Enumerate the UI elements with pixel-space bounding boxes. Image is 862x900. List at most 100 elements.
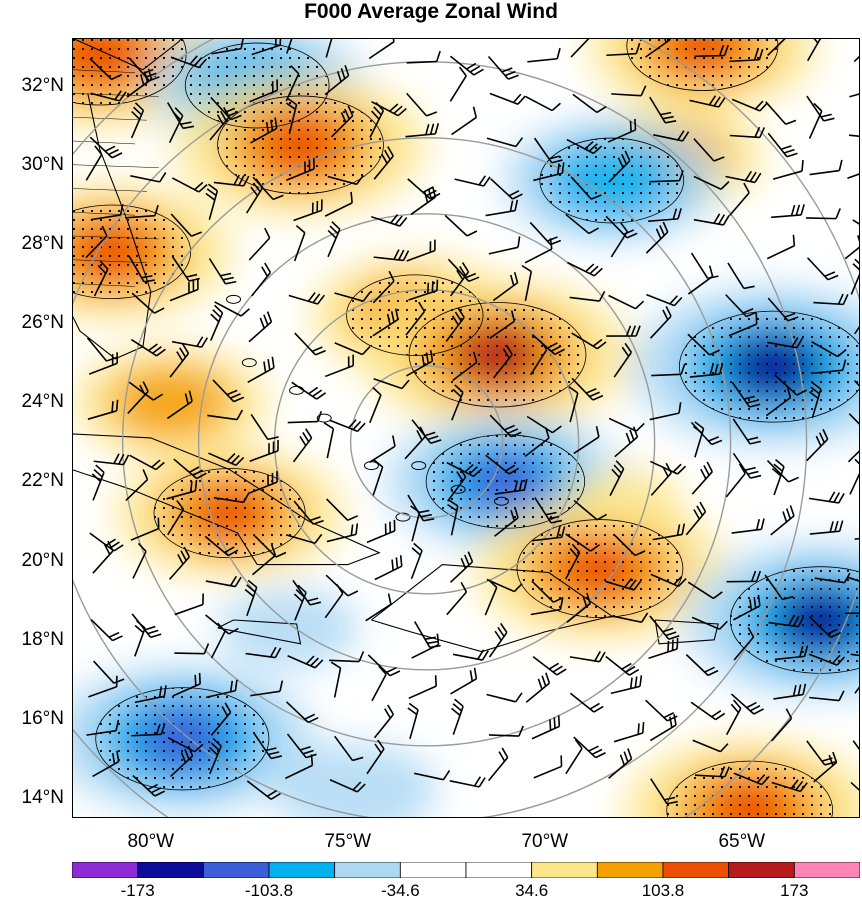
wind-barb	[291, 381, 327, 400]
wind-barb	[204, 535, 239, 557]
wind-barb	[168, 546, 191, 580]
wind-barb	[533, 162, 565, 182]
wind-barb	[330, 661, 342, 698]
wind-barb	[250, 413, 279, 441]
wind-barb	[731, 98, 769, 112]
wind-barb	[93, 260, 109, 297]
wind-barb	[174, 643, 210, 655]
coast-jamaica	[217, 619, 302, 645]
wind-barb	[854, 685, 860, 694]
stipple-region-8	[678, 310, 860, 423]
wind-barb	[652, 523, 686, 541]
wind-barb	[814, 572, 851, 584]
wind-barb	[850, 653, 860, 657]
wind-barb	[770, 505, 795, 536]
wind-barb	[773, 683, 807, 700]
wind-barb	[608, 417, 645, 432]
coast-island-1	[241, 358, 257, 368]
wind-barb	[251, 38, 282, 56]
wind-barb	[287, 654, 324, 669]
wind-barb	[606, 325, 641, 337]
wind-barb	[524, 427, 550, 458]
wind-barb	[530, 598, 564, 616]
wind-barb	[694, 766, 731, 778]
wind-barb	[371, 665, 387, 702]
wind-barb	[168, 107, 184, 144]
wind-barb	[531, 715, 561, 740]
colorbar-bin-8	[596, 861, 664, 879]
wind-barb	[727, 262, 755, 290]
wind-barb	[326, 523, 359, 543]
colorbar-bin-0	[71, 861, 139, 879]
wind-barb	[132, 542, 147, 579]
wind-barb	[812, 359, 847, 375]
lat-label-14: 14°N	[21, 787, 64, 809]
wind-barb	[531, 526, 566, 542]
wind-barb	[490, 178, 523, 200]
wind-barb	[248, 471, 278, 494]
wind-barb	[764, 574, 794, 601]
wind-barb	[531, 580, 564, 603]
stipple-region-13	[729, 566, 860, 674]
wind-barb	[489, 92, 526, 105]
wind-barb	[167, 500, 185, 536]
wind-barb	[645, 221, 669, 254]
wind-barb	[452, 351, 478, 382]
wind-barb	[487, 55, 519, 80]
wind-barb	[410, 186, 437, 216]
wind-barb	[568, 385, 579, 423]
wind-barb	[334, 291, 371, 302]
wind-barb	[92, 750, 120, 778]
wind-barb	[488, 725, 524, 737]
coast-island-8	[395, 512, 411, 522]
wind-barb	[452, 649, 489, 661]
wind-barb	[324, 64, 350, 96]
wind-barb	[125, 469, 149, 502]
wind-barb	[245, 178, 264, 214]
wind-barb	[329, 419, 366, 433]
wind-barb	[725, 463, 746, 498]
wind-barb	[372, 459, 384, 496]
wind-barb	[447, 499, 459, 536]
wind-barb	[607, 118, 637, 143]
wind-barb	[806, 208, 841, 220]
wind-barb	[249, 439, 279, 462]
wind-barb	[131, 723, 166, 737]
lat-label-28: 28°N	[21, 232, 64, 254]
stipple-region-3	[72, 204, 192, 300]
wind-barb	[329, 651, 365, 663]
colorbar-bin-6	[465, 861, 533, 879]
coast-island-0	[226, 294, 242, 304]
wind-barb	[692, 421, 705, 458]
wind-barb	[488, 622, 508, 658]
wind-barb	[771, 779, 808, 793]
wind-barb	[853, 54, 860, 63]
lat-label-32: 32°N	[21, 74, 64, 96]
wind-barb	[725, 294, 757, 318]
wind-barb	[564, 543, 581, 580]
wind-barb	[89, 532, 124, 552]
lon-label-80w: 80°W	[127, 831, 175, 852]
wind-barb	[408, 279, 439, 301]
wind-barbs	[85, 38, 860, 805]
wind-barb	[408, 675, 438, 700]
wind-barb	[371, 214, 408, 227]
wind-barb	[285, 533, 323, 544]
wind-barb	[172, 672, 201, 697]
wind-barb	[212, 379, 245, 403]
wind-barb	[651, 363, 686, 377]
wind-barb	[493, 507, 519, 537]
wind-barb	[170, 213, 202, 237]
wind-barb	[573, 499, 608, 521]
wind-barb	[610, 675, 643, 695]
wind-barb	[330, 105, 354, 138]
wind-barb	[454, 175, 491, 187]
wind-barb	[571, 377, 604, 401]
wind-barb	[245, 646, 282, 659]
wind-barb	[729, 49, 764, 63]
wind-barb	[611, 85, 647, 97]
wind-barb	[368, 38, 395, 60]
colorbar-label-4: 103.8	[641, 881, 685, 900]
wind-barb	[808, 102, 823, 139]
wind-barb	[565, 213, 599, 235]
